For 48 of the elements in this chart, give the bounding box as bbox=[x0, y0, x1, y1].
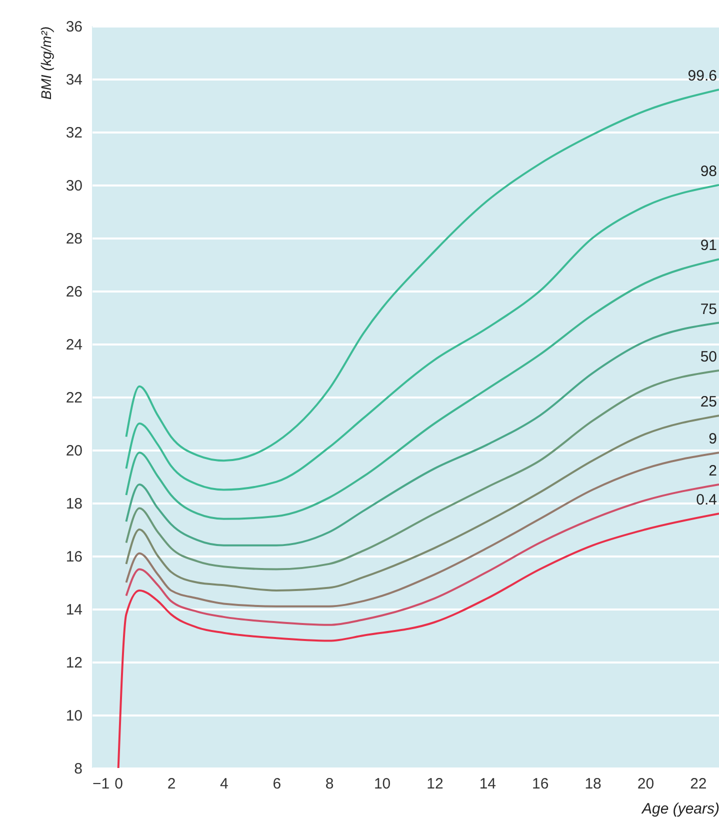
y-axis-title: BMI (kg/m²) bbox=[38, 26, 54, 100]
series-label: 75 bbox=[700, 300, 717, 318]
y-tick-label: 30 bbox=[66, 178, 82, 194]
x-tick-label: 12 bbox=[426, 776, 444, 792]
x-tick-label: 20 bbox=[637, 776, 654, 792]
x-tick-label: 0 bbox=[114, 776, 124, 792]
x-tick-label: 22 bbox=[690, 776, 707, 792]
series-label: 25 bbox=[700, 394, 717, 411]
y-tick-label: 18 bbox=[66, 496, 82, 512]
y-tick-label: 8 bbox=[74, 760, 82, 778]
line-series bbox=[125, 322, 719, 546]
x-tick-label: 6 bbox=[272, 776, 282, 792]
y-tick-label: 36 bbox=[66, 18, 82, 36]
line-series bbox=[125, 370, 719, 570]
y-tick-label: 20 bbox=[66, 442, 82, 460]
y-tick-label: 10 bbox=[66, 708, 82, 724]
y-tick-label: 32 bbox=[66, 124, 82, 142]
x-tick-label: 16 bbox=[532, 776, 549, 792]
y-tick-label: 16 bbox=[66, 548, 82, 566]
x-tick-label: 4 bbox=[220, 776, 228, 792]
line-series bbox=[125, 452, 719, 608]
series-label: 9 bbox=[708, 430, 717, 448]
series-label: 50 bbox=[700, 348, 717, 366]
y-tick-label: 34 bbox=[66, 72, 82, 88]
line-series bbox=[125, 184, 719, 491]
series-label: 98 bbox=[700, 163, 717, 180]
series-label: 0.4 bbox=[696, 492, 717, 509]
x-axis-title: Age (years) bbox=[640, 800, 719, 818]
x-tick-label: 2 bbox=[167, 776, 176, 792]
x-tick-label: −1 bbox=[92, 776, 110, 792]
y-tick-label: 24 bbox=[66, 336, 82, 354]
y-tick-label: 14 bbox=[66, 602, 82, 618]
y-tick-label: 26 bbox=[66, 284, 82, 300]
series-label: 99.6 bbox=[688, 68, 717, 85]
line-series bbox=[125, 483, 719, 626]
y-tick-label: 22 bbox=[66, 390, 82, 406]
y-tick-label: 12 bbox=[66, 654, 82, 672]
line-series bbox=[125, 88, 719, 462]
line-series bbox=[125, 414, 719, 592]
x-tick-label: 10 bbox=[374, 776, 391, 792]
y-tick-label: 28 bbox=[66, 230, 82, 248]
x-tick-label: 8 bbox=[325, 776, 334, 792]
series-label: 91 bbox=[700, 237, 717, 254]
x-tick-label: 18 bbox=[584, 776, 602, 792]
line-series bbox=[117, 512, 719, 768]
line-series bbox=[125, 258, 719, 520]
series-label: 2 bbox=[708, 462, 717, 480]
x-tick-label: 14 bbox=[479, 776, 496, 792]
